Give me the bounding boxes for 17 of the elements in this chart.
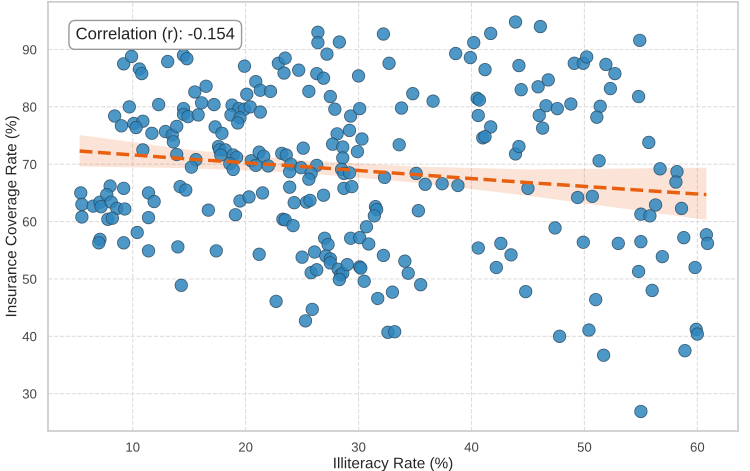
x-tick-label: 40 bbox=[464, 442, 478, 452]
x-tick-label: 50 bbox=[578, 442, 592, 452]
y-tick-label: 70 bbox=[22, 160, 36, 170]
y-axis-title: Insurance Coverage Rate (%) bbox=[5, 116, 20, 316]
x-tick-label: 60 bbox=[690, 442, 704, 452]
x-tick-label: 10 bbox=[126, 442, 140, 452]
y-tick-label: 50 bbox=[22, 274, 36, 284]
annotation: Correlation (r): -0.154 bbox=[76, 27, 234, 43]
y-tick-label: 60 bbox=[22, 217, 36, 226]
y-tick-label: 40 bbox=[22, 332, 36, 342]
y-tick-label: 30 bbox=[22, 389, 36, 399]
y-tick-label: 80 bbox=[22, 102, 36, 112]
x-axis-title: Illiteracy Rate (%) bbox=[334, 457, 452, 471]
x-tick-label: 30 bbox=[352, 442, 366, 452]
y-tick-label: 90 bbox=[22, 45, 36, 54]
line-series bbox=[78, 149, 708, 196]
x-tick-label: 20 bbox=[238, 442, 252, 452]
